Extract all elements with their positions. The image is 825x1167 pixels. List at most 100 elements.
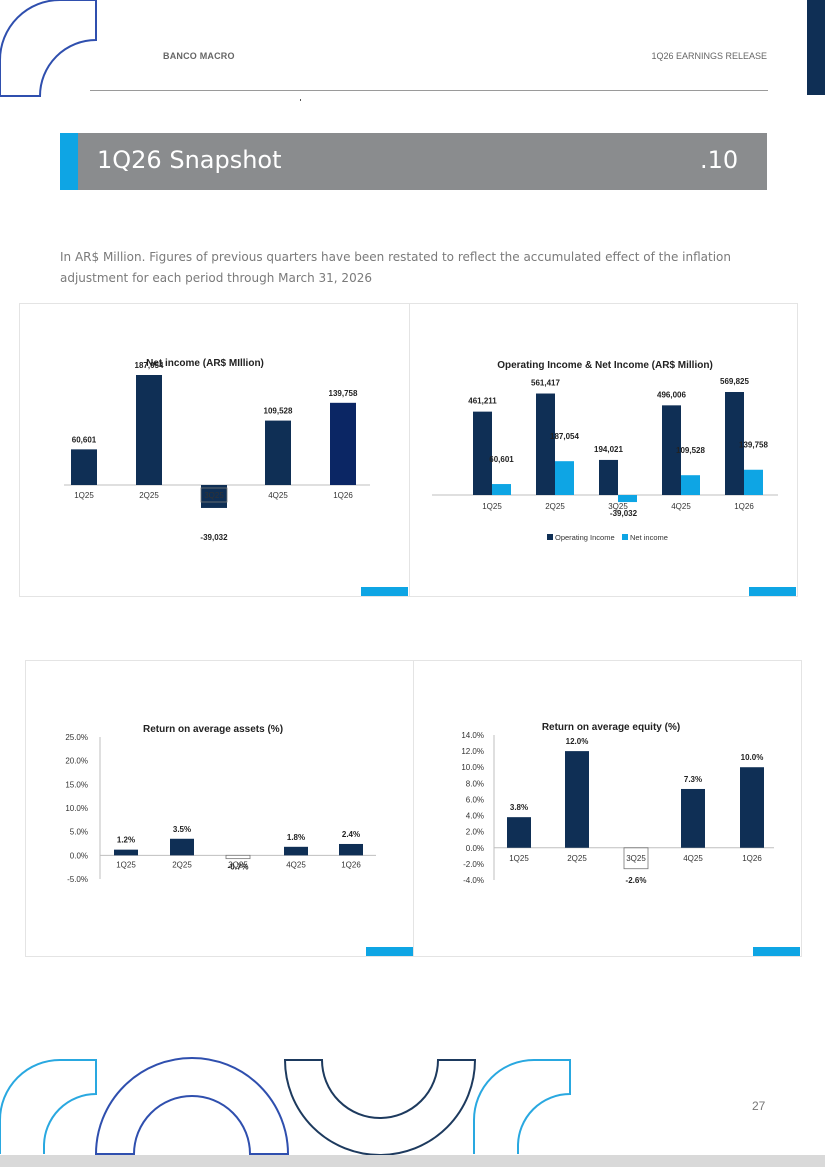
legend-label-net-income: Net income	[630, 533, 668, 542]
header-dot	[300, 99, 301, 101]
net-income-label: 60,601	[489, 455, 514, 464]
x-tick-label: 3Q25	[204, 491, 224, 500]
bar-operating-income-1Q26	[725, 392, 744, 495]
roa-chart-panel: Return on average assets (%) 25.0% 20.0% 15…	[25, 660, 414, 957]
x-tick-label: 2Q25	[139, 491, 159, 500]
data-label: 10.0%	[741, 753, 764, 762]
bar-2Q25	[136, 375, 162, 485]
footer-band	[0, 1155, 825, 1167]
y-tick-label: 10.0%	[461, 763, 484, 772]
x-tick-label: 2Q25	[172, 860, 192, 869]
data-label: 2.4%	[342, 830, 360, 839]
x-tick-label: 4Q25	[671, 502, 691, 511]
net-income-chart: Net income (AR$ MIllion) 60,601 1Q25 187,05…	[64, 358, 370, 542]
bar-net-income-2Q25	[555, 461, 574, 495]
legend-swatch-net-income	[622, 534, 628, 540]
data-label: 60,601	[72, 435, 97, 444]
y-tick-label: -2.0%	[463, 860, 484, 869]
data-label: 12.0%	[566, 737, 589, 746]
y-tick-label: 6.0%	[466, 795, 484, 804]
y-tick-label: 20.0%	[65, 757, 88, 766]
bar-net-income-3Q25	[618, 495, 637, 503]
y-tick-label: 5.0%	[70, 828, 88, 837]
header-divider	[90, 90, 768, 91]
net-income-label: -39,032	[610, 509, 638, 518]
roe-panel-tab	[753, 947, 800, 956]
operating-income-label: 194,021	[594, 445, 623, 454]
data-label: 187,054	[135, 361, 164, 370]
bar-2Q25	[565, 751, 589, 848]
operating-income-label: 569,825	[720, 377, 749, 386]
legend-swatch-operating-income	[547, 534, 553, 540]
x-tick-label: 2Q25	[545, 502, 565, 511]
bar-1Q25	[71, 449, 97, 485]
operating-net-income-chart: Operating Income & Net Income (AR$ Milli…	[432, 360, 778, 542]
section-title-band	[60, 133, 767, 190]
bar-1Q26	[339, 843, 363, 856]
legend-label-operating-income: Operating Income	[555, 533, 615, 542]
x-tick-label: 1Q25	[482, 502, 502, 511]
section-number: .10	[700, 146, 739, 174]
y-tick-label: -4.0%	[463, 876, 484, 885]
bar-net-income-1Q26	[744, 469, 763, 495]
x-tick-label: 1Q26	[333, 491, 353, 500]
data-label: 3.8%	[510, 803, 528, 812]
bar-3Q25	[225, 854, 251, 860]
net-income-label: 109,528	[676, 446, 705, 455]
data-label: 109,528	[264, 407, 293, 416]
data-label: 3.5%	[173, 825, 191, 834]
x-tick-label: 1Q26	[341, 860, 361, 869]
net-income-label: 187,054	[550, 432, 579, 441]
x-tick-label: 1Q26	[742, 854, 762, 863]
roe-chart-panel: Return on average equity (%) 14.0% 12.0% 10…	[413, 660, 802, 957]
y-tick-label: 2.0%	[466, 828, 484, 837]
decorative-arc-top-left	[0, 0, 97, 97]
operating-income-label: 561,417	[531, 379, 560, 388]
y-tick-label: 4.0%	[466, 812, 484, 821]
y-tick-label: 0.0%	[70, 851, 88, 860]
bar-operating-income-3Q25	[599, 459, 618, 495]
bar-4Q25	[284, 846, 308, 856]
x-tick-label: 4Q25	[286, 860, 306, 869]
bar-operating-income-1Q25	[473, 411, 492, 495]
bar-1Q26	[740, 767, 764, 848]
section-title: 1Q26 Snapshot	[97, 146, 282, 174]
data-label: -2.6%	[626, 876, 647, 885]
section-title-accent	[60, 133, 78, 190]
data-label: 1.8%	[287, 833, 305, 842]
y-tick-label: 15.0%	[65, 780, 88, 789]
net-income-label: 139,758	[739, 441, 768, 450]
bar-2Q25	[170, 838, 194, 856]
x-tick-label: 4Q25	[268, 491, 288, 500]
header-bank-name: BANCO MACRO	[163, 51, 235, 61]
x-tick-label: 1Q26	[734, 502, 754, 511]
y-tick-label: 14.0%	[461, 731, 484, 740]
roa-panel-tab	[366, 947, 413, 956]
data-label: -39,032	[200, 533, 228, 542]
roa-chart: Return on average assets (%) 25.0% 20.0% 15…	[65, 724, 376, 884]
operating-income-label: 496,006	[657, 390, 686, 399]
decorative-arcs-bottom	[0, 1057, 571, 1156]
chart-title: Return on average assets (%)	[143, 724, 283, 735]
bar-1Q26	[330, 402, 356, 485]
bar-1Q25	[114, 849, 138, 856]
x-tick-label: 1Q25	[509, 854, 529, 863]
header-report-title: 1Q26 EARNINGS RELEASE	[651, 51, 767, 61]
x-tick-label: 1Q25	[116, 860, 136, 869]
x-tick-label: 3Q25	[608, 502, 628, 511]
operating-net-income-chart-panel: Operating Income & Net Income (AR$ Milli…	[409, 303, 798, 597]
bar-operating-income-2Q25	[536, 393, 555, 495]
net-income-chart-panel: Net income (AR$ MIllion) 60,601 1Q25 187,05…	[19, 303, 410, 597]
bar-operating-income-4Q25	[662, 405, 681, 495]
x-tick-label: 3Q25	[626, 854, 646, 863]
y-tick-label: -5.0%	[67, 875, 88, 884]
net-income-panel-tab	[361, 587, 408, 596]
y-tick-label: 0.0%	[466, 844, 484, 853]
y-tick-label: 10.0%	[65, 804, 88, 813]
negative-value-box	[200, 487, 228, 503]
page-number: 27	[752, 1099, 766, 1113]
bar-net-income-4Q25	[681, 475, 700, 495]
roe-chart: Return on average equity (%) 14.0% 12.0% 10…	[461, 722, 774, 885]
x-tick-label: 4Q25	[683, 854, 703, 863]
data-label: 7.3%	[684, 775, 702, 784]
